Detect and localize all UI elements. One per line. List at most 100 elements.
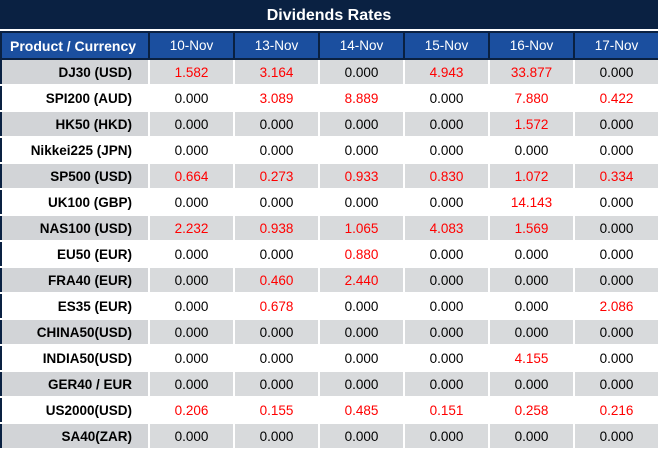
table-header: Product / Currency 10-Nov 13-Nov 14-Nov 15-… [0, 31, 658, 60]
column-header-date: 14-Nov [318, 31, 405, 60]
rate-value-cell: 0.000 [403, 110, 490, 138]
column-header-product: Product / Currency [0, 31, 150, 60]
rate-value-cell: 0.678 [233, 292, 320, 320]
rate-value-cell: 0.000 [573, 344, 658, 372]
rate-value-cell: 0.938 [233, 214, 320, 242]
rate-value-cell: 0.000 [148, 110, 235, 138]
rate-value-cell: 0.000 [403, 188, 490, 216]
dividends-rates-table: Product / Currency 10-Nov 13-Nov 14-Nov 15-… [0, 31, 658, 450]
rate-value-cell: 0.485 [318, 396, 405, 424]
product-cell: DJ30 (USD) [0, 58, 150, 86]
rate-value-cell: 0.000 [233, 188, 320, 216]
table-row: SPI200 (AUD) 0.000 3.089 8.889 0.000 7.880 0.4… [0, 84, 658, 112]
header-row: Product / Currency 10-Nov 13-Nov 14-Nov 15-… [0, 31, 658, 60]
rate-value-cell: 0.460 [233, 266, 320, 294]
table-row: FRA40 (EUR) 0.000 0.460 2.440 0.000 0.000 0.00… [0, 266, 658, 294]
product-cell: GER40 / EUR [0, 370, 150, 398]
rate-value-cell: 4.155 [488, 344, 575, 372]
rate-value-cell: 0.000 [318, 422, 405, 450]
rate-value-cell: 0.000 [403, 292, 490, 320]
rate-value-cell: 0.000 [233, 136, 320, 164]
rate-value-cell: 0.000 [318, 136, 405, 164]
rate-value-cell: 14.143 [488, 188, 575, 216]
rate-value-cell: 0.151 [403, 396, 490, 424]
column-header-date: 15-Nov [403, 31, 490, 60]
rate-value-cell: 0.000 [403, 136, 490, 164]
table-row: NAS100 (USD) 2.232 0.938 1.065 4.083 1.569 0.0… [0, 214, 658, 242]
table-body: DJ30 (USD) 1.582 3.164 0.000 4.943 33.877 0.00… [0, 58, 658, 450]
rate-value-cell: 0.000 [573, 58, 658, 86]
rate-value-cell: 0.000 [318, 344, 405, 372]
rate-value-cell: 33.877 [488, 58, 575, 86]
rate-value-cell: 0.000 [318, 188, 405, 216]
rate-value-cell: 0.155 [233, 396, 320, 424]
rate-value-cell: 0.000 [488, 136, 575, 164]
rate-value-cell: 0.216 [573, 396, 658, 424]
table-row: HK50 (HKD) 0.000 0.000 0.000 0.000 1.572 0.000 [0, 110, 658, 138]
table-row: DJ30 (USD) 1.582 3.164 0.000 4.943 33.877 0.00… [0, 58, 658, 86]
product-cell: SA40(ZAR) [0, 422, 150, 450]
product-cell: Nikkei225 (JPN) [0, 136, 150, 164]
rate-value-cell: 0.000 [403, 240, 490, 268]
rate-value-cell: 2.440 [318, 266, 405, 294]
table-row: GER40 / EUR 0.000 0.000 0.000 0.000 0.000 0.00… [0, 370, 658, 398]
rate-value-cell: 0.000 [233, 318, 320, 346]
rate-value-cell: 0.000 [488, 266, 575, 294]
rate-value-cell: 1.072 [488, 162, 575, 190]
rate-value-cell: 0.000 [403, 84, 490, 112]
rate-value-cell: 0.000 [488, 240, 575, 268]
rate-value-cell: 0.000 [573, 266, 658, 294]
rate-value-cell: 0.000 [148, 318, 235, 346]
rate-value-cell: 0.000 [573, 110, 658, 138]
table-row: SA40(ZAR) 0.000 0.000 0.000 0.000 0.000 0.000 [0, 422, 658, 450]
rate-value-cell: 4.083 [403, 214, 490, 242]
rate-value-cell: 0.000 [573, 422, 658, 450]
rate-value-cell: 0.000 [573, 214, 658, 242]
column-header-date: 16-Nov [488, 31, 575, 60]
rate-value-cell: 0.000 [318, 292, 405, 320]
product-cell: CHINA50(USD) [0, 318, 150, 346]
rate-value-cell: 0.000 [488, 422, 575, 450]
rate-value-cell: 1.065 [318, 214, 405, 242]
product-cell: INDIA50(USD) [0, 344, 150, 372]
rate-value-cell: 0.000 [148, 344, 235, 372]
column-header-date: 17-Nov [573, 31, 658, 60]
product-cell: EU50 (EUR) [0, 240, 150, 268]
rate-value-cell: 0.000 [318, 318, 405, 346]
rate-value-cell: 0.000 [403, 266, 490, 294]
rate-value-cell: 0.933 [318, 162, 405, 190]
rate-value-cell: 0.206 [148, 396, 235, 424]
product-cell: UK100 (GBP) [0, 188, 150, 216]
product-cell: ES35 (EUR) [0, 292, 150, 320]
rate-value-cell: 0.000 [318, 370, 405, 398]
column-header-date: 13-Nov [233, 31, 320, 60]
table-row: ES35 (EUR) 0.000 0.678 0.000 0.000 0.000 2.086 [0, 292, 658, 320]
rate-value-cell: 1.572 [488, 110, 575, 138]
rate-value-cell: 0.000 [233, 240, 320, 268]
rate-value-cell: 1.569 [488, 214, 575, 242]
table-row: CHINA50(USD) 0.000 0.000 0.000 0.000 0.000 0.0… [0, 318, 658, 346]
rate-value-cell: 0.000 [573, 370, 658, 398]
rate-value-cell: 0.000 [403, 344, 490, 372]
rate-value-cell: 0.880 [318, 240, 405, 268]
rate-value-cell: 4.943 [403, 58, 490, 86]
rate-value-cell: 0.000 [488, 292, 575, 320]
rate-value-cell: 0.830 [403, 162, 490, 190]
table-row: SP500 (USD) 0.664 0.273 0.933 0.830 1.072 0.33… [0, 162, 658, 190]
rate-value-cell: 0.273 [233, 162, 320, 190]
rate-value-cell: 0.000 [573, 188, 658, 216]
product-cell: FRA40 (EUR) [0, 266, 150, 294]
rate-value-cell: 0.000 [148, 422, 235, 450]
rate-value-cell: 0.000 [573, 318, 658, 346]
rate-value-cell: 0.000 [148, 188, 235, 216]
rate-value-cell: 0.000 [318, 110, 405, 138]
rate-value-cell: 2.086 [573, 292, 658, 320]
page-title: Dividends Rates [0, 0, 658, 31]
rate-value-cell: 0.000 [148, 266, 235, 294]
rate-value-cell: 0.258 [488, 396, 575, 424]
rate-value-cell: 8.889 [318, 84, 405, 112]
rate-value-cell: 0.000 [233, 422, 320, 450]
rate-value-cell: 0.000 [403, 422, 490, 450]
column-header-date: 10-Nov [148, 31, 235, 60]
